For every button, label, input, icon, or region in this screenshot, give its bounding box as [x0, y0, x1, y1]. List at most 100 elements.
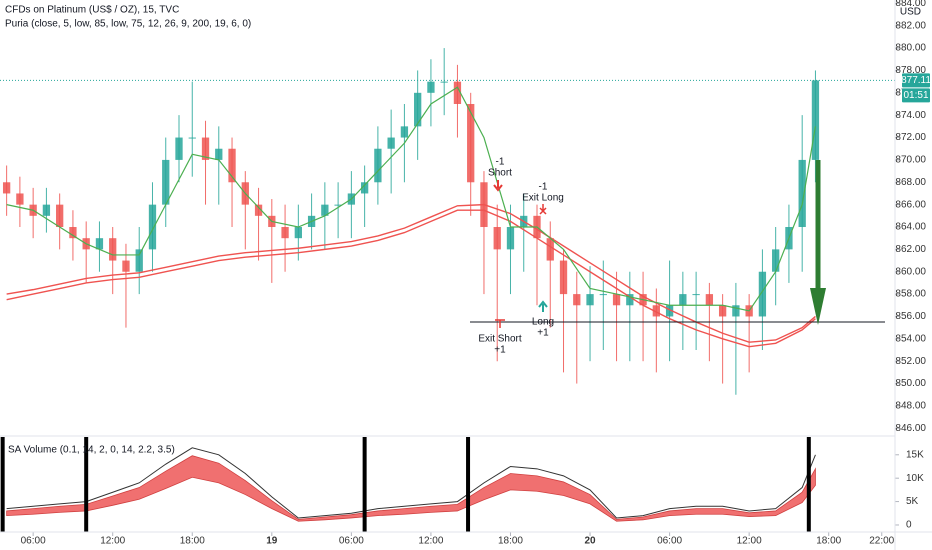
x-tick-label: 06:00 [657, 536, 682, 547]
candle-body [387, 137, 395, 149]
indicator-title: Puria (close, 5, low, 85, low, 75, 12, 2… [5, 19, 251, 30]
short-arrow [493, 180, 503, 192]
candle-body [135, 249, 143, 272]
candle-body [360, 182, 369, 194]
volume-line [6, 447, 816, 519]
volume-marker [466, 437, 471, 532]
volume-pane [0, 437, 816, 532]
y-tick-label: 854.00 [895, 333, 926, 344]
candle-body [612, 294, 621, 306]
candle-body [493, 227, 501, 250]
candle-body [679, 294, 687, 306]
y-tick-label: 880.00 [895, 43, 926, 54]
y-tick-label: 874.00 [895, 110, 926, 121]
x-tick-label: 18:00 [816, 536, 841, 547]
y-tick-label: 866.00 [895, 199, 926, 210]
countdown-label: 01:51 [903, 90, 928, 101]
signal-label: -1 [539, 182, 548, 193]
candle-body [772, 249, 780, 272]
volume-marker [806, 437, 811, 532]
last-price-tag [902, 73, 930, 88]
y-tick-label: 868.00 [895, 177, 926, 188]
candle-body [42, 204, 51, 216]
signal-label: Exit Long [522, 193, 564, 204]
signal-label: +1 [537, 328, 549, 339]
volume-marker [362, 437, 367, 532]
volume-band [6, 455, 816, 522]
signal-label: -1 [496, 157, 505, 168]
candle-body [573, 294, 581, 306]
candle-body [95, 238, 104, 250]
y-tick-label: 864.00 [895, 222, 926, 233]
x-tick-label: 12:00 [737, 536, 762, 547]
x-tick-label: 12:00 [100, 536, 125, 547]
signal-arrows [493, 160, 826, 328]
candle-body [294, 227, 302, 239]
y-tick-label: 848.00 [895, 401, 926, 412]
y-tick-label: 850.00 [895, 378, 926, 389]
signal-label: Short [488, 168, 512, 179]
candle-body [506, 227, 515, 250]
volume-marker [84, 437, 89, 532]
chart-title: CFDs on Platinum (US$ / OZ), 15, TVC [5, 5, 179, 16]
candle-body [599, 294, 607, 296]
volume-tick-label: 0 [906, 520, 912, 531]
y-tick-label: 862.00 [895, 244, 926, 255]
candle-body [56, 204, 64, 228]
y-tick-label: 872.00 [895, 132, 926, 143]
candle-body [2, 182, 11, 194]
candle-body [201, 137, 210, 160]
candle-body [559, 260, 568, 295]
candle-body [188, 137, 196, 139]
candle-body [811, 80, 820, 160]
signal-label: Long [532, 317, 554, 328]
candle-body [586, 294, 594, 306]
candle-body [626, 294, 634, 306]
candle-body [162, 159, 170, 205]
x-tick-label: 12:00 [418, 536, 443, 547]
big-arrow-head [810, 288, 826, 325]
candle-body [400, 126, 409, 138]
candle-body [122, 260, 130, 272]
axes: 846.00 848.00 850.00 852.00 854.00 856.00 858.… [21, 0, 932, 547]
candle-body [109, 238, 117, 261]
x-tick-label: 19 [266, 536, 278, 547]
candle-body [215, 148, 223, 160]
last-price-label: 877.11 [901, 75, 931, 86]
exit-long-mark [539, 204, 547, 215]
currency: USD [900, 7, 921, 18]
y-tick-label: 884.00 [895, 0, 926, 9]
x-tick-label: 22:00 [869, 536, 894, 547]
candle-body [254, 204, 263, 216]
moving-average [6, 203, 816, 343]
candle-body [692, 294, 700, 296]
moving-average [6, 209, 816, 348]
candle-body [374, 148, 382, 183]
candle-body [718, 305, 727, 317]
signal-label: Exit Short [478, 334, 522, 345]
candle-body [414, 92, 422, 127]
candle-body [546, 238, 554, 261]
y-tick-label: 860.00 [895, 266, 926, 277]
moving-average [6, 86, 817, 312]
candle-body [427, 81, 435, 93]
candle-body [467, 103, 475, 183]
candle-body [652, 305, 660, 317]
volume-title: SA Volume (0.1, 14, 2, 0, 14, 2.2, 3.5) [8, 445, 175, 456]
x-tick-label: 06:00 [339, 536, 364, 547]
candle-body [16, 193, 24, 205]
y-tick-label: 858.00 [895, 289, 926, 300]
candle-body [281, 227, 289, 239]
volume-tick-label: 10K [906, 473, 924, 484]
candle-body [148, 204, 157, 250]
y-tick-label: 882.00 [895, 20, 926, 31]
countdown-tag [902, 88, 930, 103]
candle-body [228, 148, 236, 183]
y-tick-label: 852.00 [895, 356, 926, 367]
x-tick-label: 06:00 [21, 536, 46, 547]
volume-tick-label: 15K [906, 449, 924, 460]
x-tick-label: 18:00 [498, 536, 523, 547]
